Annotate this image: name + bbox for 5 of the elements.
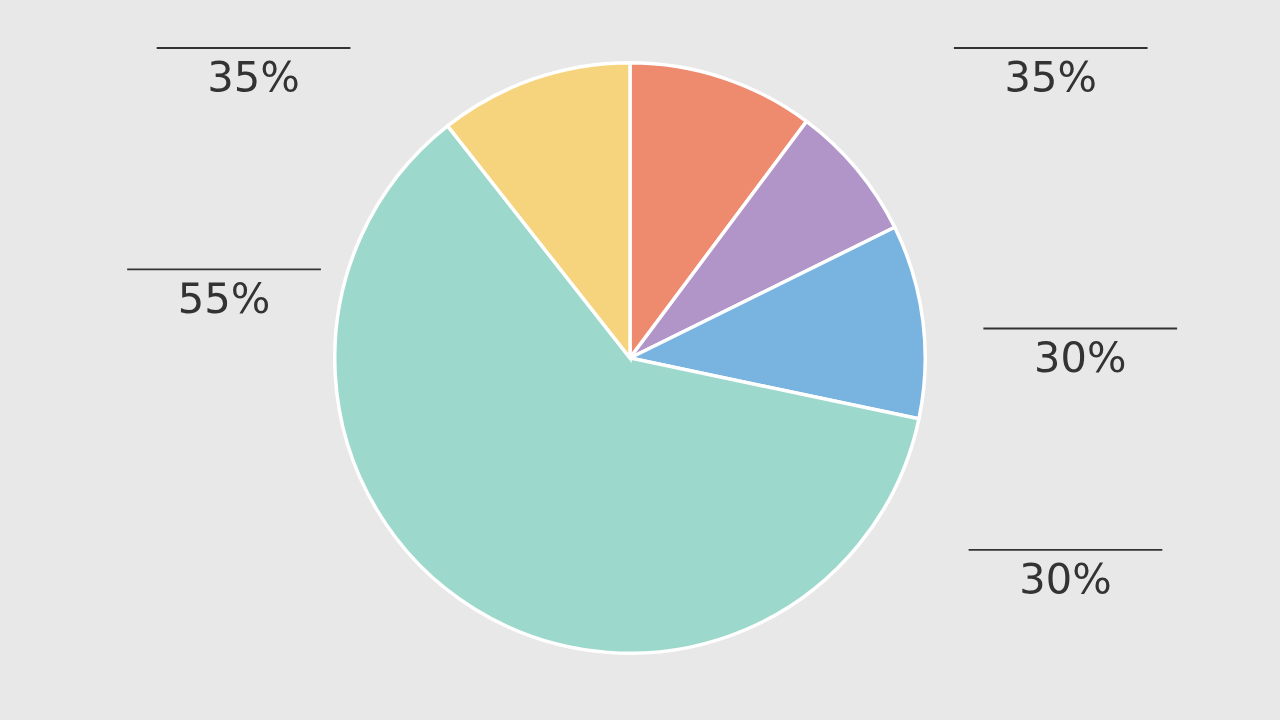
text: 55% bbox=[180, 281, 269, 314]
text: 35% bbox=[1007, 60, 1095, 93]
text: 30% bbox=[1037, 341, 1125, 373]
text: 30% bbox=[1022, 562, 1110, 594]
text: 35% bbox=[210, 60, 298, 93]
